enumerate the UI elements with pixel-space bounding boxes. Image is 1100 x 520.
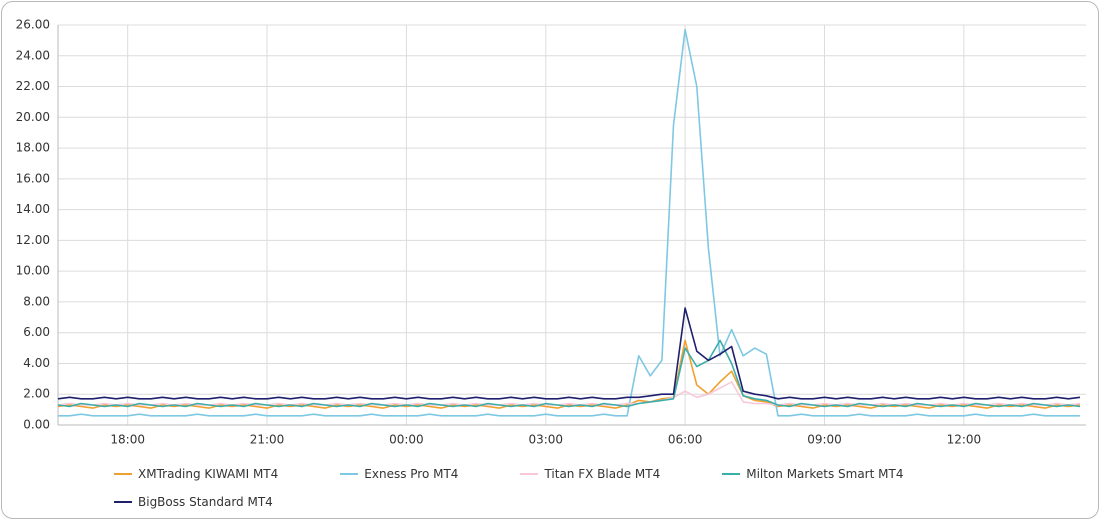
x-tick-label: 00:00 [389,433,424,447]
y-tick-label: 12.00 [16,233,50,247]
y-tick-label: 10.00 [16,264,50,278]
x-tick-label: 18:00 [110,433,145,447]
legend-item[interactable]: Milton Markets Smart MT4 [722,460,903,488]
legend: XMTrading KIWAMI MT4 Exness Pro MT4 Titan … [114,460,1014,516]
x-tick-label: 12:00 [947,433,982,447]
y-tick-label: 6.00 [23,325,50,339]
legend-item[interactable]: XMTrading KIWAMI MT4 [114,460,278,488]
y-tick-label: 24.00 [16,48,50,62]
legend-swatch [340,473,359,475]
legend-label: BigBoss Standard MT4 [138,495,273,509]
x-tick-label: 21:00 [250,433,285,447]
legend-label: Titan FX Blade MT4 [544,467,661,481]
y-tick-label: 2.00 [23,387,50,401]
legend-label: XMTrading KIWAMI MT4 [138,467,279,481]
y-tick-label: 26.00 [16,18,50,32]
legend-item[interactable]: Titan FX Blade MT4 [520,460,660,488]
legend-swatch [114,473,132,475]
y-tick-label: 14.00 [16,202,50,216]
y-tick-label: 22.00 [16,79,50,93]
legend-label: Milton Markets Smart MT4 [746,467,904,481]
legend-swatch [114,501,132,503]
y-tick-label: 0.00 [23,418,50,432]
x-tick-label: 03:00 [528,433,563,447]
legend-item[interactable]: Exness Pro MT4 [340,460,458,488]
x-tick-label: 06:00 [668,433,703,447]
y-tick-label: 20.00 [16,110,50,124]
series-line [57,381,1081,406]
legend-label: Exness Pro MT4 [364,467,459,481]
series-line [57,307,1081,400]
x-tick-label: 09:00 [807,433,842,447]
legend-item[interactable]: BigBoss Standard MT4 [114,488,273,516]
legend-swatch [520,473,539,475]
legend-swatch [722,473,741,475]
y-tick-label: 16.00 [16,171,50,185]
y-tick-label: 18.00 [16,141,50,155]
series-line [57,339,1081,408]
y-tick-label: 4.00 [23,356,50,370]
y-tick-label: 8.00 [23,294,50,308]
series-line [58,28,1080,417]
